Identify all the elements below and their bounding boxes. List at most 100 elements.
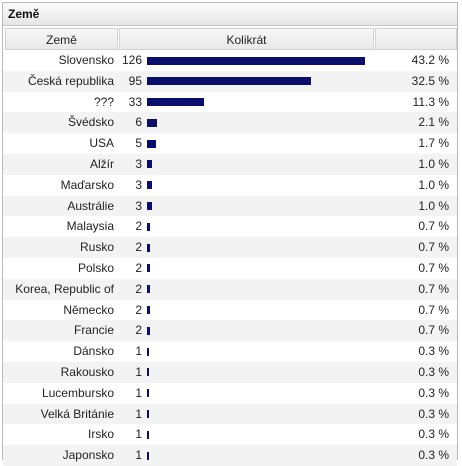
table-row: Austrálie 3 1.0 % xyxy=(3,195,457,217)
country-name: Austrálie xyxy=(67,198,114,213)
panel-title: Země xyxy=(3,3,457,26)
table-row: Německo 2 0.7 % xyxy=(3,299,457,321)
bar-cell xyxy=(145,92,371,113)
visit-count: 126 xyxy=(121,53,142,67)
visit-count: 5 xyxy=(135,136,142,151)
bar-cell xyxy=(145,383,371,404)
count-bar xyxy=(147,56,365,65)
visit-count: 3 xyxy=(135,198,142,213)
bar-cell xyxy=(145,196,371,217)
bar-cell xyxy=(145,320,371,341)
count-bar xyxy=(147,202,152,211)
country-name: Velká Británie xyxy=(40,406,114,421)
country-name: Korea, Republic of xyxy=(15,281,114,296)
country-name: Slovensko xyxy=(58,53,114,67)
country-name: Švédsko xyxy=(67,115,114,130)
percent-value: 0.3 % xyxy=(418,344,449,359)
table-row: Malaysia 2 0.7 % xyxy=(3,216,457,238)
table-body: Slovensko 126 43.2 % Česká republika 95 32.5 … xyxy=(3,50,457,466)
count-bar xyxy=(147,410,149,419)
country-name: Polsko xyxy=(77,260,114,275)
table-row: Japonsko 1 0.3 % xyxy=(3,445,457,466)
table-row: Slovensko 126 43.2 % xyxy=(3,50,457,71)
percent-value: 11.3 % xyxy=(412,94,449,109)
visit-count: 1 xyxy=(135,427,142,442)
percent-value: 1.0 % xyxy=(418,198,449,213)
bar-cell xyxy=(145,175,371,196)
count-bar xyxy=(147,368,149,377)
percent-value: 0.7 % xyxy=(418,219,449,234)
bar-cell xyxy=(145,445,371,466)
country-name: Německo xyxy=(63,302,114,317)
bar-cell xyxy=(145,154,371,175)
country-name: Malaysia xyxy=(66,219,114,234)
percent-value: 1.0 % xyxy=(418,177,449,192)
bar-cell xyxy=(145,404,371,425)
count-bar xyxy=(147,222,150,231)
country-name: Rusko xyxy=(79,240,114,255)
country-name: Maďarsko xyxy=(60,177,114,192)
bar-cell xyxy=(145,341,371,362)
table-row: Švédsko 6 2.1 % xyxy=(3,112,457,134)
visit-count: 2 xyxy=(135,323,142,338)
bar-cell xyxy=(145,279,371,300)
count-bar xyxy=(147,139,156,148)
visit-count: 2 xyxy=(135,281,142,296)
country-name: Rakousko xyxy=(60,364,114,379)
country-name: USA xyxy=(89,136,114,151)
country-name: Česká republika xyxy=(27,73,114,88)
count-bar xyxy=(147,306,150,315)
bar-cell xyxy=(145,424,371,445)
percent-value: 0.7 % xyxy=(418,260,449,275)
table-row: Maďarsko 3 1.0 % xyxy=(3,174,457,196)
table-row: Dánsko 1 0.3 % xyxy=(3,341,457,362)
percent-value: 0.7 % xyxy=(418,323,449,338)
header-percent xyxy=(375,28,457,50)
count-bar xyxy=(147,243,150,252)
table-row: Lucembursko 1 0.3 % xyxy=(3,382,457,404)
visit-count: 1 xyxy=(135,344,142,359)
count-bar xyxy=(147,430,149,439)
table-row: Polsko 2 0.7 % xyxy=(3,257,457,279)
percent-value: 0.3 % xyxy=(418,385,449,400)
percent-value: 1.0 % xyxy=(418,156,449,171)
visit-count: 1 xyxy=(135,364,142,379)
visit-count: 6 xyxy=(135,115,142,130)
count-bar xyxy=(147,389,149,398)
count-bar xyxy=(147,160,152,169)
bar-cell xyxy=(145,362,371,383)
visit-count: 95 xyxy=(128,73,142,88)
table-row: Francie 2 0.7 % xyxy=(3,320,457,342)
country-name: Dánsko xyxy=(73,344,114,359)
visit-count: 2 xyxy=(135,302,142,317)
percent-value: 1.7 % xyxy=(418,136,449,151)
table-row: Korea, Republic of 2 0.7 % xyxy=(3,278,457,300)
bar-cell xyxy=(145,216,371,237)
table-row: Rusko 2 0.7 % xyxy=(3,237,457,258)
visit-count: 33 xyxy=(128,94,142,109)
bar-cell xyxy=(145,133,371,154)
count-bar xyxy=(147,264,150,273)
percent-value: 0.7 % xyxy=(418,240,449,255)
country-name: Alžír xyxy=(90,156,114,171)
percent-value: 0.3 % xyxy=(418,406,449,421)
count-bar xyxy=(147,285,150,294)
bar-cell xyxy=(145,300,371,321)
header-country: Země xyxy=(5,28,118,50)
table-row: Velká Británie 1 0.3 % xyxy=(3,403,457,425)
table-row: Česká republika 95 32.5 % xyxy=(3,70,457,92)
count-bar xyxy=(147,451,149,460)
percent-value: 0.7 % xyxy=(418,281,449,296)
country-name: Japonsko xyxy=(62,448,114,463)
visit-count: 3 xyxy=(135,177,142,192)
table-row: USA 5 1.7 % xyxy=(3,133,457,154)
header-count: Kolikrát xyxy=(119,28,374,50)
bar-cell xyxy=(145,112,371,133)
table-row: Irsko 1 0.3 % xyxy=(3,424,457,446)
percent-value: 0.3 % xyxy=(418,364,449,379)
percent-value: 0.3 % xyxy=(418,448,449,463)
table-row: Alžír 3 1.0 % xyxy=(3,153,457,175)
visit-count: 2 xyxy=(135,240,142,255)
bar-cell xyxy=(145,71,371,92)
table-row: ??? 33 11.3 % xyxy=(3,91,457,113)
